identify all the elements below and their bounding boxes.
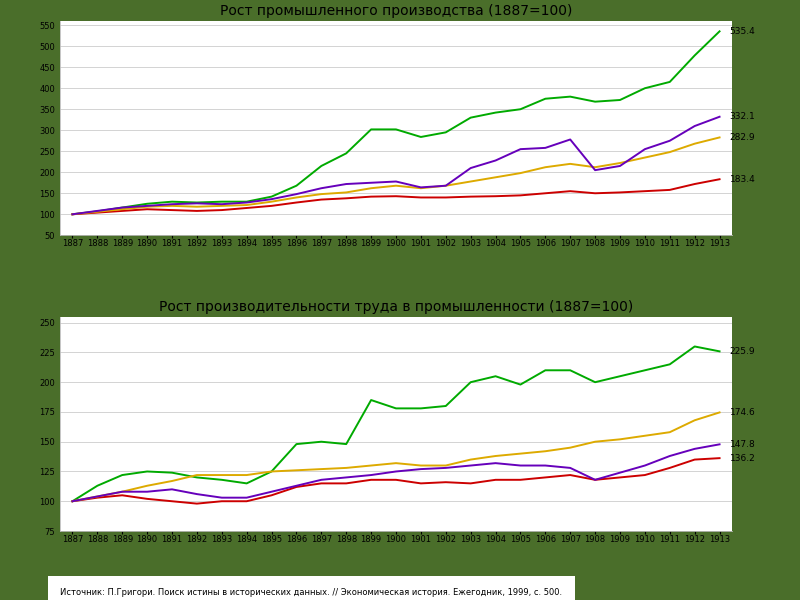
Text: 282.9: 282.9 — [730, 133, 755, 142]
Text: 147.8: 147.8 — [730, 440, 755, 449]
Legend: Россия, Великобритания, Германия, США: Россия, Великобритания, Германия, США — [154, 583, 530, 600]
Title: Рост производительности труда в промышленности (1887=100): Рост производительности труда в промышле… — [159, 300, 633, 314]
Text: Источник: П.Григори. Поиск истины в исторических данных. // Экономическая истори: Источник: П.Григори. Поиск истины в исто… — [60, 588, 562, 597]
Text: 332.1: 332.1 — [730, 112, 755, 121]
Text: 136.2: 136.2 — [730, 454, 755, 463]
Text: 183.4: 183.4 — [730, 175, 755, 184]
Text: 225.9: 225.9 — [730, 347, 755, 356]
Text: 174.6: 174.6 — [730, 408, 755, 417]
Text: 535.4: 535.4 — [730, 27, 755, 36]
Title: Рост промышленного производства (1887=100): Рост промышленного производства (1887=10… — [220, 4, 572, 19]
